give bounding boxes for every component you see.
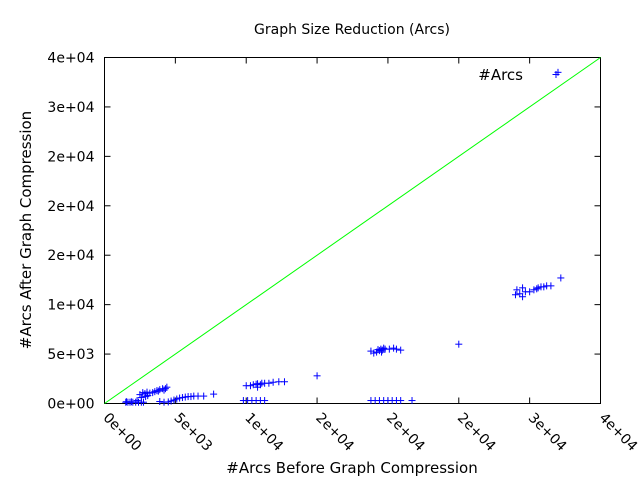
data-point <box>144 392 152 400</box>
legend-marker <box>552 71 560 78</box>
data-point <box>455 340 463 348</box>
data-point <box>378 348 386 356</box>
data-point <box>210 390 218 398</box>
data-point <box>261 397 269 405</box>
data-point <box>547 282 555 290</box>
data-point <box>164 398 172 406</box>
y-tick-label: 4e+04 <box>47 51 94 67</box>
data-point <box>139 398 147 406</box>
axis-ticks <box>104 57 601 404</box>
data-point <box>154 387 162 395</box>
data-point <box>374 346 382 354</box>
data-point <box>557 274 565 282</box>
x-tick-label: 3e+04 <box>525 410 570 455</box>
data-point <box>513 286 521 294</box>
x-tick-label: 2e+04 <box>312 410 357 455</box>
data-point <box>280 378 288 386</box>
y-tick-labels: 0e+00 5e+03 1e+04 2e+04 2e+04 2e+04 3e+04 4e+04 <box>47 51 94 413</box>
x-tick-label: 1e+04 <box>241 410 286 455</box>
y-tick-label: 2e+04 <box>47 248 94 264</box>
data-point <box>392 345 400 353</box>
data-point <box>265 379 273 387</box>
data-point <box>408 397 416 405</box>
data-point <box>370 349 378 357</box>
x-axis-label: #Arcs Before Graph Compression <box>226 459 477 477</box>
x-tick-label: 2e+04 <box>383 410 428 455</box>
data-point <box>246 382 254 390</box>
chart-title: Graph Size Reduction (Arcs) <box>254 22 450 38</box>
data-point <box>519 293 527 301</box>
data-point <box>161 385 169 393</box>
y-tick-label: 2e+04 <box>47 149 94 165</box>
data-point <box>133 397 141 405</box>
data-point <box>540 283 548 291</box>
data-point <box>254 383 262 391</box>
data-point <box>313 372 321 380</box>
x-tick-label: 2e+04 <box>454 410 499 455</box>
data-point <box>511 291 519 299</box>
y-tick-label: 5e+03 <box>47 347 94 363</box>
data-point <box>200 392 208 400</box>
y-tick-label: 1e+04 <box>47 298 94 314</box>
y-axis-label: #Arcs After Graph Compression <box>17 111 35 349</box>
data-point <box>516 290 524 298</box>
data-point <box>137 394 145 402</box>
x-tick-label: 5e+03 <box>171 410 216 455</box>
y-tick-label: 0e+00 <box>47 397 94 413</box>
data-point <box>397 346 405 354</box>
data-point <box>533 285 541 293</box>
data-point <box>385 345 393 353</box>
data-point <box>534 284 542 292</box>
data-point <box>127 398 135 406</box>
legend-label: #Arcs <box>478 66 523 84</box>
x-tick-labels: 0e+00 5e+03 1e+04 2e+04 2e+04 2e+04 3e+04 4e+04 <box>100 410 640 455</box>
data-point <box>167 397 175 405</box>
data-point <box>397 397 405 405</box>
data-point <box>170 396 178 404</box>
data-point <box>530 286 538 294</box>
plot-frame <box>104 57 601 404</box>
reference-line <box>104 57 601 404</box>
data-point <box>163 383 171 391</box>
y-tick-label: 2e+04 <box>47 199 94 215</box>
x-tick-label: 0e+00 <box>100 410 145 455</box>
data-point <box>519 284 527 292</box>
x-tick-label: 4e+04 <box>596 410 640 455</box>
y-tick-label: 3e+04 <box>47 100 94 116</box>
data-points <box>122 68 565 406</box>
data-point <box>390 344 398 352</box>
legend-plus-marker <box>552 71 560 78</box>
data-point <box>160 386 168 394</box>
data-point <box>156 398 164 406</box>
data-point <box>526 288 534 296</box>
data-point <box>173 395 181 403</box>
